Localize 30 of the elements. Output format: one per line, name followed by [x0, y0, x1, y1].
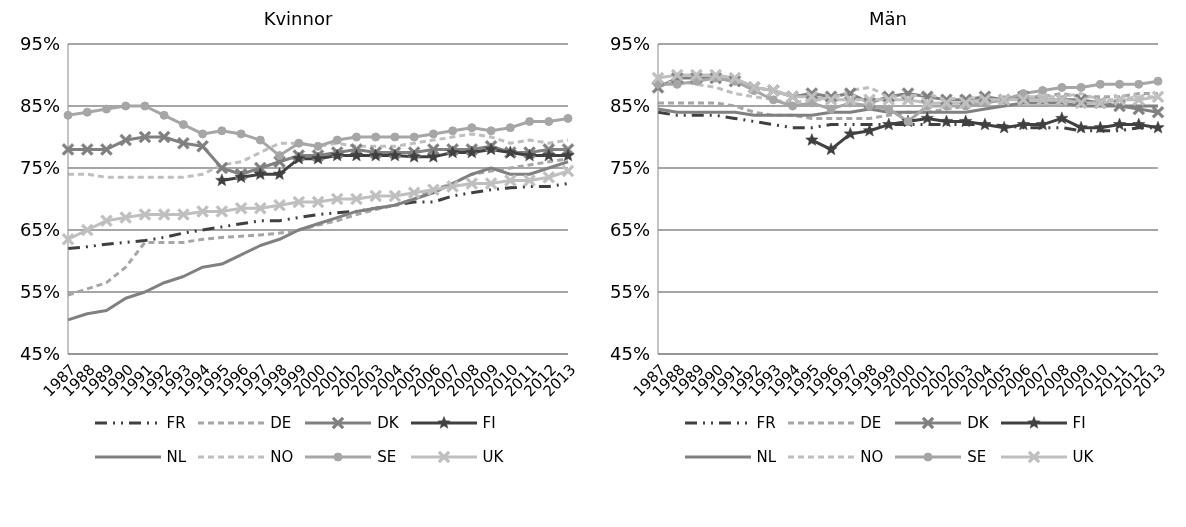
legend-label: NO	[860, 448, 884, 466]
y-tick-label: 85%	[609, 95, 650, 117]
y-tick-label: 75%	[19, 157, 60, 179]
legend-label: SE	[967, 448, 987, 466]
legend-label: NL	[166, 448, 187, 466]
y-tick-label: 55%	[19, 281, 60, 303]
y-tick-label: 95%	[609, 33, 650, 55]
y-tick-label: 65%	[609, 219, 650, 241]
legend-label: DK	[377, 414, 399, 432]
y-tick-label: 65%	[19, 219, 60, 241]
legend-label: NO	[270, 448, 294, 466]
y-tick-label: 55%	[609, 281, 650, 303]
legend-label: DK	[967, 414, 989, 432]
legend-label: NL	[756, 448, 777, 466]
legend-label: FR	[756, 414, 776, 432]
y-tick-label: 45%	[19, 343, 60, 365]
legend-label: FI	[482, 414, 496, 432]
legend-label: UK	[482, 448, 504, 466]
chart-title: Män	[868, 8, 908, 31]
legend-label: UK	[1072, 448, 1094, 466]
legend-label: SE	[377, 448, 397, 466]
y-tick-label: 45%	[609, 343, 650, 365]
chart-title: Kvinnor	[262, 8, 334, 31]
legend-label: DE	[860, 414, 882, 432]
legend-label: FI	[1072, 414, 1086, 432]
y-tick-label: 95%	[19, 33, 60, 55]
legend-label: DE	[270, 414, 292, 432]
legend-label: FR	[166, 414, 186, 432]
y-tick-label: 85%	[19, 95, 60, 117]
y-tick-label: 75%	[609, 157, 650, 179]
